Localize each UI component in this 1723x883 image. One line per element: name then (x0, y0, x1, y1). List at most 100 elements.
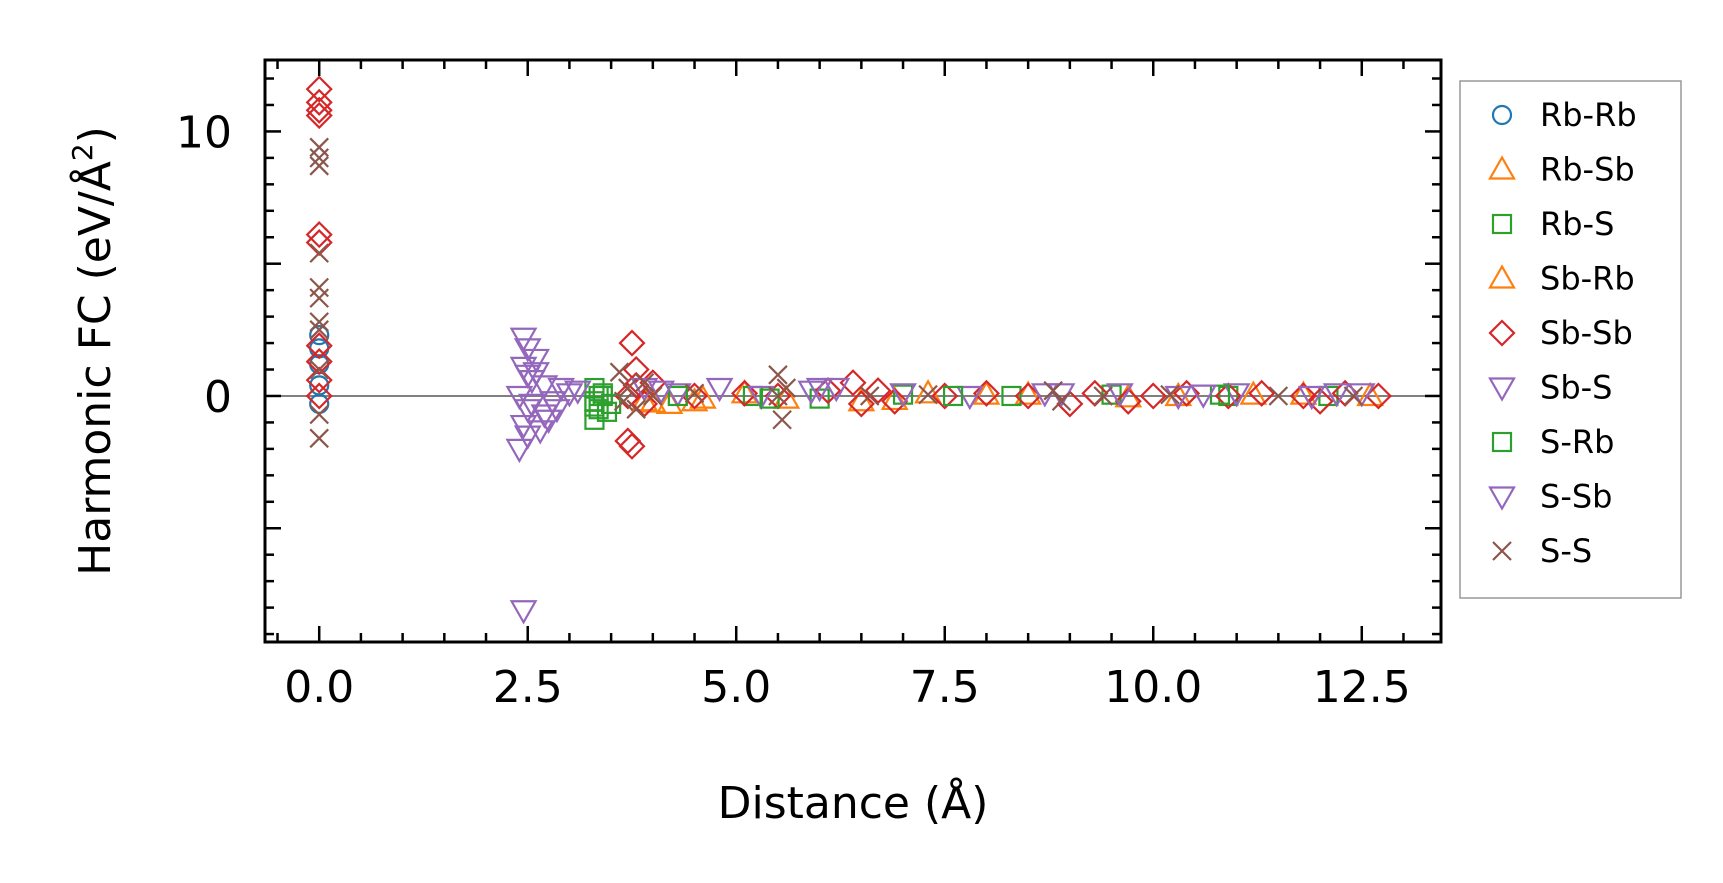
y-tick-label: 0 (204, 372, 232, 423)
data-point (663, 383, 692, 408)
data-point (309, 359, 329, 380)
legend-marker (1491, 431, 1513, 453)
data-point (880, 385, 909, 411)
data-point (1001, 385, 1022, 407)
legend-marker (1488, 155, 1516, 180)
data-points (305, 75, 1393, 625)
legend-item: Sb-Sb (1488, 314, 1633, 352)
legend-marker (1492, 541, 1512, 561)
data-point (305, 96, 333, 124)
data-point (1051, 391, 1072, 412)
legend-marker (1491, 104, 1513, 126)
y-tick-label: 10 (176, 107, 232, 158)
data-point (530, 404, 559, 429)
data-point (914, 379, 942, 404)
legend-label: S-Sb (1540, 478, 1612, 516)
data-point (1297, 385, 1326, 411)
legend-item: Rb-S (1491, 205, 1614, 243)
series-s-sb (513, 348, 1351, 429)
data-point (667, 385, 688, 407)
x-tick-label: 5.0 (701, 662, 771, 713)
data-point (1160, 384, 1180, 405)
legend-marker (1488, 264, 1516, 289)
data-point (1214, 382, 1242, 410)
data-point (1289, 380, 1318, 405)
legend-label: Sb-Rb (1540, 260, 1635, 298)
data-point (1306, 387, 1334, 415)
data-point (309, 148, 329, 168)
legend: Rb-Rb Rb-Sb Rb-S Sb-Rb Sb-Sb Sb-S S-Rb S-Sb S-S (1459, 80, 1682, 599)
legend-label: Sb-S (1540, 369, 1612, 407)
data-point (309, 312, 329, 332)
legend-label: Rb-S (1540, 205, 1614, 243)
data-point (305, 382, 333, 410)
data-point (505, 385, 534, 411)
data-point (309, 404, 329, 425)
data-point (618, 329, 646, 357)
legend-entries: Rb-Rb Rb-Sb Rb-S Sb-Rb Sb-Sb Sb-S S-Rb S-Sb S-S (1488, 96, 1637, 570)
data-point (1093, 386, 1113, 406)
data-point (972, 379, 1001, 407)
data-point (768, 365, 788, 385)
y-axis-label: Harmonic FC (eV/Å2) (66, 126, 121, 576)
data-point (889, 383, 917, 408)
y-axis-label-close: ) (70, 126, 121, 143)
data-point (305, 348, 333, 376)
x-tick-label: 10.0 (1104, 662, 1202, 713)
series-s-s (309, 137, 1364, 449)
data-point (859, 386, 880, 406)
data-point (513, 425, 542, 450)
data-point (622, 355, 650, 384)
legend-marker (1491, 213, 1513, 235)
data-point (1164, 381, 1193, 407)
data-point (309, 375, 330, 396)
legend-item: Sb-S (1488, 369, 1612, 407)
y-axis-label-main: Harmonic FC (eV/Å (68, 161, 121, 576)
data-point (618, 432, 646, 460)
data-point (609, 362, 630, 382)
data-point (530, 375, 559, 400)
series-sb-s (505, 327, 1376, 625)
data-point (509, 600, 538, 625)
data-point (1114, 387, 1142, 415)
data-point (309, 137, 329, 158)
data-point (309, 288, 329, 308)
data-point (305, 75, 333, 103)
data-point (881, 387, 909, 415)
data-point (972, 380, 1001, 405)
data-point (1030, 383, 1059, 408)
x-axis-label: Distance (Å) (718, 776, 989, 829)
data-point (1356, 381, 1385, 407)
data-point (614, 427, 642, 455)
data-point (309, 393, 330, 415)
data-point (1105, 383, 1134, 408)
x-tick-label: 2.5 (493, 662, 563, 713)
legend-item: S-S (1492, 532, 1592, 570)
tick-labels: 0.0 2.5 5.0 7.5 10.0 12.5 0 10 (176, 107, 1411, 713)
data-point (1322, 383, 1351, 408)
data-point (305, 101, 333, 130)
data-point (522, 362, 550, 387)
legend-marker (1488, 377, 1516, 402)
data-point (931, 382, 959, 410)
legend-item: S-Rb (1491, 423, 1614, 461)
x-tick-label: 12.5 (1313, 662, 1411, 713)
data-point (797, 380, 826, 405)
legend-marker (1488, 319, 1516, 347)
legend-label: S-S (1540, 532, 1592, 570)
legend-item: Rb-Sb (1488, 151, 1635, 189)
data-point (1289, 382, 1317, 410)
data-point (309, 428, 329, 449)
data-point (305, 88, 333, 116)
data-point (305, 332, 333, 360)
data-point (1139, 382, 1167, 410)
data-point (555, 383, 584, 408)
data-point (731, 379, 759, 407)
data-point (309, 156, 329, 176)
data-point (643, 386, 663, 406)
data-point (547, 377, 575, 403)
data-point (759, 388, 780, 409)
data-point (309, 325, 330, 346)
data-point (805, 377, 834, 403)
